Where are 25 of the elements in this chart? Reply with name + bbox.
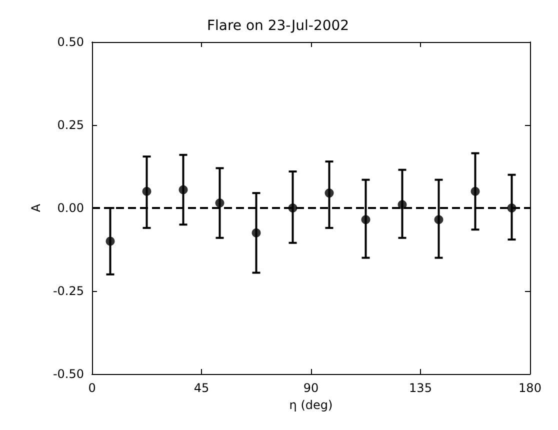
x-axis-title: η (deg) bbox=[289, 398, 333, 412]
point bbox=[361, 215, 370, 224]
point bbox=[398, 200, 407, 210]
y-tick-label: -0.50 bbox=[52, 367, 84, 381]
point bbox=[252, 228, 261, 238]
point bbox=[106, 236, 115, 246]
x-tick-label: 180 bbox=[518, 381, 542, 395]
y-tick-label: 0.00 bbox=[57, 201, 84, 215]
point bbox=[434, 215, 444, 224]
y-axis-title: A bbox=[29, 203, 43, 212]
point bbox=[178, 185, 188, 194]
point bbox=[470, 186, 480, 196]
y-tick-label: 0.50 bbox=[57, 35, 84, 49]
point bbox=[507, 204, 516, 212]
point bbox=[215, 198, 224, 208]
x-tick-label: 90 bbox=[303, 381, 319, 395]
y-tick-label: -0.25 bbox=[52, 284, 84, 298]
point bbox=[324, 188, 334, 198]
chart-title: Flare on 23-Jul-2002 bbox=[206, 18, 350, 34]
point bbox=[288, 204, 298, 212]
x-tick-label: 45 bbox=[194, 381, 210, 395]
point bbox=[142, 186, 152, 196]
y-tick-label: 0.25 bbox=[57, 118, 84, 132]
x-tick-label: 0 bbox=[88, 381, 96, 395]
x-tick-label: 135 bbox=[409, 381, 432, 395]
